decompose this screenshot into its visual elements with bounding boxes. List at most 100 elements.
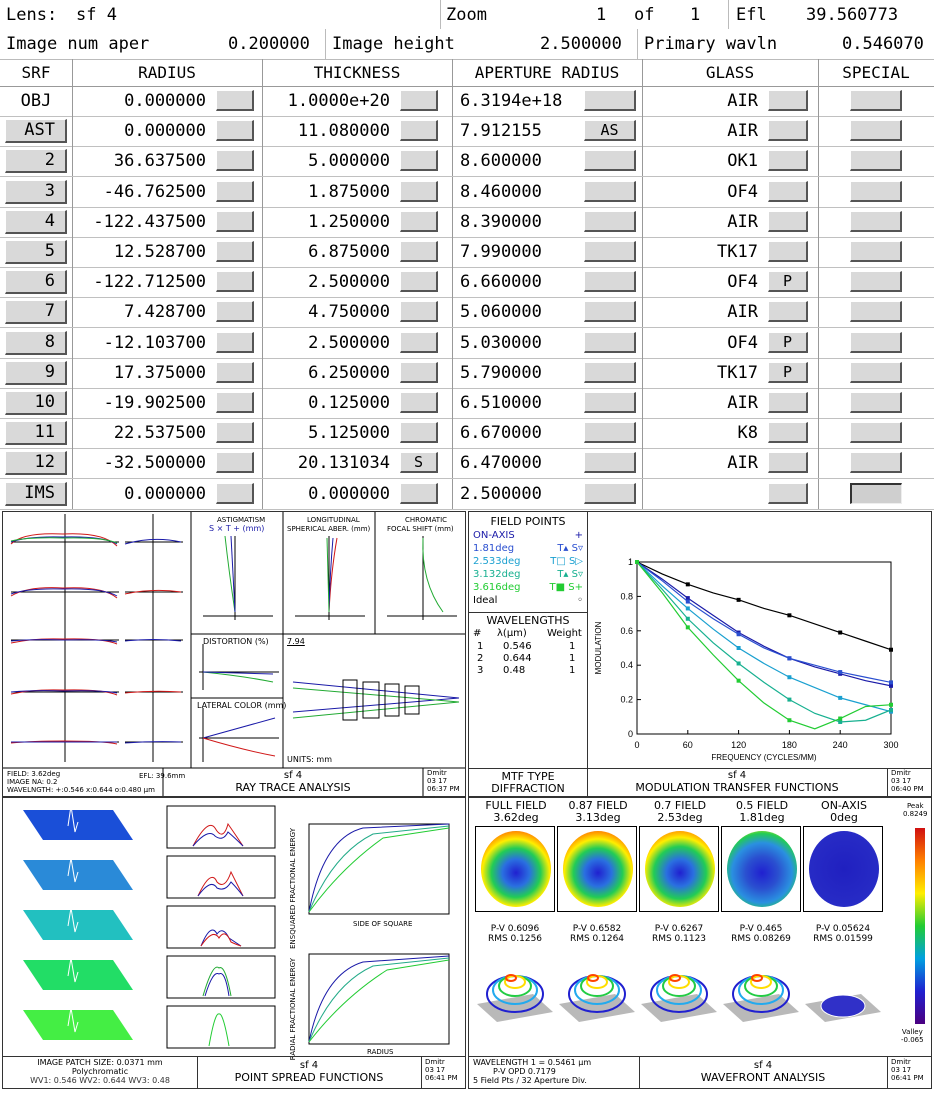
radius-solve-button[interactable] — [216, 361, 254, 383]
thickness-solve-button[interactable] — [400, 482, 438, 504]
radius-solve-button[interactable] — [216, 241, 254, 262]
radius-value[interactable]: 17.375000 — [113, 362, 206, 383]
glass-flag-button[interactable] — [768, 210, 808, 232]
radius-solve-button[interactable] — [216, 271, 254, 293]
radius-solve-button[interactable] — [216, 452, 254, 474]
lens-name[interactable]: sf 4 — [76, 5, 117, 25]
special-button[interactable] — [850, 180, 902, 202]
surface-number-button[interactable]: 4 — [5, 209, 67, 234]
radius-value[interactable]: -19.902500 — [103, 393, 206, 413]
thickness-solve-button[interactable] — [400, 331, 438, 353]
aperture-value[interactable]: 6.470000 — [460, 453, 542, 474]
aperture-flag-button[interactable] — [584, 241, 636, 262]
thickness-value[interactable]: 0.000000 — [308, 483, 390, 504]
glass-flag-button[interactable] — [768, 120, 808, 142]
aperture-value[interactable]: 6.660000 — [460, 272, 542, 293]
image-height-value[interactable]: 2.500000 — [540, 34, 622, 54]
glass-value[interactable]: TK17 — [717, 362, 758, 383]
aperture-flag-button[interactable] — [584, 361, 636, 383]
special-button[interactable] — [850, 331, 902, 353]
radius-solve-button[interactable] — [216, 422, 254, 444]
mtf-panel[interactable]: FIELD POINTS ON-AXIS +1.81deg T▴ S▿ 2.533de… — [468, 511, 932, 797]
special-button[interactable] — [850, 210, 902, 232]
glass-value[interactable]: OF4 — [727, 332, 758, 353]
radius-value[interactable]: 7.428700 — [124, 302, 206, 323]
thickness-value[interactable]: 0.125000 — [308, 393, 390, 413]
radius-solve-button[interactable] — [216, 90, 254, 111]
glass-flag-button[interactable] — [768, 422, 808, 444]
thickness-value[interactable]: 20.131034 — [297, 453, 390, 474]
aperture-value[interactable]: 5.060000 — [460, 302, 542, 323]
glass-flag-button[interactable]: P — [768, 331, 808, 353]
glass-value[interactable]: TK17 — [717, 242, 758, 262]
special-button[interactable] — [850, 361, 902, 383]
surface-number-button[interactable]: 8 — [5, 330, 67, 355]
glass-value[interactable]: AIR — [727, 121, 758, 142]
thickness-solve-button[interactable] — [400, 422, 438, 444]
special-button[interactable] — [850, 392, 902, 413]
thickness-value[interactable]: 2.500000 — [308, 332, 390, 353]
thickness-solve-button[interactable] — [400, 150, 438, 172]
aperture-flag-button[interactable] — [584, 331, 636, 353]
thickness-value[interactable]: 1.250000 — [308, 211, 390, 232]
aperture-flag-button[interactable] — [584, 422, 636, 444]
thickness-value[interactable]: 11.080000 — [297, 121, 390, 142]
aperture-value[interactable]: 6.3194e+18 — [460, 91, 563, 111]
radius-solve-button[interactable] — [216, 150, 254, 172]
radius-value[interactable]: 22.537500 — [113, 423, 206, 444]
special-button[interactable] — [850, 482, 902, 504]
thickness-value[interactable]: 1.0000e+20 — [287, 91, 390, 111]
radius-value[interactable]: -122.712500 — [93, 272, 206, 293]
glass-value[interactable]: AIR — [727, 302, 758, 323]
aperture-flag-button[interactable] — [584, 271, 636, 293]
surface-number-button[interactable]: 3 — [5, 179, 67, 204]
surface-number-button[interactable]: 11 — [5, 421, 67, 446]
aperture-flag-button[interactable] — [584, 301, 636, 323]
surface-number-button[interactable]: 7 — [5, 300, 67, 325]
special-button[interactable] — [850, 301, 902, 323]
aperture-value[interactable]: 8.460000 — [460, 181, 542, 202]
thickness-solve-button[interactable] — [400, 241, 438, 262]
surface-number-button[interactable]: 5 — [5, 240, 67, 264]
radius-value[interactable]: -32.500000 — [103, 453, 206, 474]
special-button[interactable] — [850, 271, 902, 293]
thickness-solve-button[interactable] — [400, 392, 438, 413]
thickness-value[interactable]: 6.250000 — [308, 362, 390, 383]
special-button[interactable] — [850, 150, 902, 172]
glass-value[interactable]: AIR — [727, 211, 758, 232]
thickness-solve-button[interactable] — [400, 271, 438, 293]
radius-value[interactable]: 36.637500 — [113, 151, 206, 172]
primary-wavln-value[interactable]: 0.546070 — [842, 34, 924, 54]
thickness-value[interactable]: 1.875000 — [308, 181, 390, 202]
thickness-value[interactable]: 5.000000 — [308, 151, 390, 172]
thickness-value[interactable]: 4.750000 — [308, 302, 390, 323]
aperture-value[interactable]: 8.390000 — [460, 211, 542, 232]
surface-number-button[interactable]: 9 — [5, 360, 67, 385]
radius-solve-button[interactable] — [216, 482, 254, 504]
radius-solve-button[interactable] — [216, 180, 254, 202]
radius-value[interactable]: -46.762500 — [103, 181, 206, 202]
special-button[interactable] — [850, 422, 902, 444]
surface-number-button[interactable]: IMS — [5, 481, 67, 506]
glass-flag-button[interactable] — [768, 180, 808, 202]
surface-number-button[interactable]: 12 — [5, 451, 67, 476]
aperture-value[interactable]: 7.912155 — [460, 121, 542, 142]
glass-flag-button[interactable] — [768, 452, 808, 474]
surface-number-button[interactable]: 6 — [5, 270, 67, 295]
special-button[interactable] — [850, 241, 902, 262]
special-button[interactable] — [850, 90, 902, 111]
aperture-value[interactable]: 8.600000 — [460, 151, 542, 172]
radius-value[interactable]: 0.000000 — [124, 121, 206, 142]
thickness-solve-button[interactable] — [400, 301, 438, 323]
aperture-value[interactable]: 2.500000 — [460, 483, 542, 504]
aperture-flag-button[interactable] — [584, 180, 636, 202]
thickness-solve-button[interactable] — [400, 120, 438, 142]
aperture-flag-button[interactable] — [584, 392, 636, 413]
radius-value[interactable]: 0.000000 — [124, 483, 206, 504]
thickness-value[interactable]: 2.500000 — [308, 272, 390, 293]
glass-value[interactable] — [642, 479, 758, 509]
thickness-solve-button[interactable]: S — [400, 452, 438, 474]
glass-value[interactable]: K8 — [737, 423, 758, 444]
glass-flag-button[interactable] — [768, 90, 808, 111]
surface-number-button[interactable]: 10 — [5, 391, 67, 415]
